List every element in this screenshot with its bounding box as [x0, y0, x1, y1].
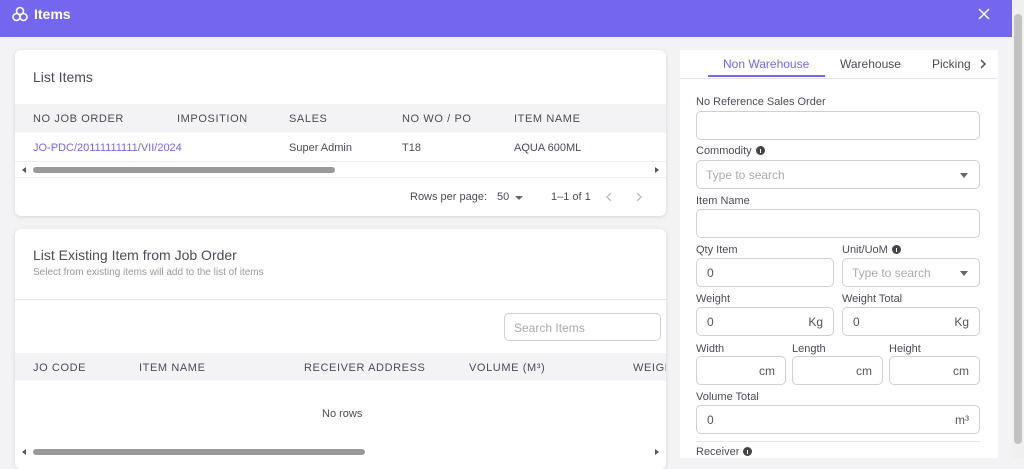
table-header: NO JOB ORDER IMPOSITION SALES NO WO / PO…	[15, 104, 666, 133]
text: Type to search	[706, 168, 785, 182]
text: Kg	[954, 315, 969, 329]
page-range: 1–1 of 1	[551, 191, 591, 203]
field-label: Item Name	[696, 195, 750, 207]
h-scrollbar[interactable]	[33, 449, 365, 455]
card-title: List Items	[33, 69, 93, 85]
job-order-link[interactable]: JO-PDC/20111111111/VII/2024	[33, 142, 182, 154]
placeholder: Search Items	[514, 321, 585, 335]
existing-items-card: List Existing Item from Job Order Select…	[15, 229, 666, 469]
form-panel: Non Warehouse Warehouse Picking No Refer…	[680, 50, 998, 458]
column-header: ITEM NAME	[514, 113, 581, 125]
rows-per-page-select[interactable]: 50	[497, 191, 510, 203]
column-header: WEIGHT	[633, 362, 666, 374]
cell: Super Admin	[289, 142, 352, 154]
empty-message: No rows	[322, 408, 363, 420]
text: 0	[853, 315, 860, 329]
text-input[interactable]	[696, 111, 980, 140]
field-label: Unit/UoM	[842, 244, 901, 256]
h-scrollbar[interactable]	[33, 167, 335, 173]
table-header: JO CODE ITEM NAME RECEIVER ADDRESS VOLUM…	[15, 353, 666, 381]
card-title: List Existing Item from Job Order	[33, 247, 237, 263]
field-label: Commodity	[696, 145, 765, 157]
column-header: RECEIVER ADDRESS	[304, 362, 426, 374]
select-caret	[960, 173, 968, 178]
header-title: Items	[34, 6, 71, 22]
divider	[1014, 14, 1022, 444]
number-input[interactable]: 0 Kg	[842, 307, 980, 336]
divider	[15, 299, 666, 300]
divider	[680, 78, 998, 79]
column-header: SALES	[289, 113, 328, 125]
field-label: Receiver	[696, 446, 753, 458]
header-bar: Items	[0, 0, 1012, 37]
field-label: Length	[792, 343, 826, 355]
field-label: Qty Item	[696, 244, 738, 256]
field-label: Weight	[696, 293, 731, 305]
column-header: ITEM NAME	[139, 362, 206, 374]
list-items-card: List Items NO JOB ORDER IMPOSITION SALES…	[15, 50, 666, 216]
info-icon	[891, 245, 901, 254]
number-input[interactable]: cm	[889, 356, 980, 385]
divider: Non Warehouse Warehouse Picking	[680, 50, 970, 78]
text-input[interactable]	[696, 209, 980, 238]
text: Unit/UoM	[842, 244, 888, 256]
field-label: No Reference Sales Order	[696, 96, 826, 108]
close-button[interactable]	[978, 8, 990, 20]
scroll-right[interactable]	[655, 449, 659, 455]
search-input[interactable]: Search Items	[504, 313, 661, 341]
page-nav[interactable]	[605, 191, 645, 203]
text: m³	[955, 413, 969, 427]
scroll-left[interactable]	[22, 167, 26, 173]
number-input[interactable]: 0 Kg	[696, 307, 834, 336]
text: Type to search	[852, 266, 931, 280]
info-icon	[743, 447, 753, 456]
select-caret	[960, 271, 968, 276]
scrollbar[interactable]	[1012, 0, 1024, 458]
number-input[interactable]: cm	[696, 356, 786, 385]
cell: AQUA 600ML	[514, 142, 582, 154]
table-row[interactable]: JO-PDC/20111111111/VII/2024 Super Admin …	[15, 133, 666, 162]
tab[interactable]: Picking	[932, 57, 970, 71]
column-header: NO WO / PO	[402, 113, 472, 125]
field-label: Volume Total	[696, 391, 759, 403]
text: cm	[953, 364, 969, 378]
column-header: JO CODE	[33, 362, 87, 374]
tab-active[interactable]: Non Warehouse	[723, 57, 810, 71]
select-caret	[515, 196, 523, 200]
tab-scroll[interactable]	[978, 58, 988, 70]
text: 0	[707, 266, 714, 280]
field-label: Height	[889, 343, 921, 355]
info-icon	[755, 146, 765, 155]
number-input[interactable]: 0 m³	[696, 405, 980, 434]
tab-indicator	[708, 75, 825, 77]
select-input[interactable]: Type to search	[696, 160, 980, 189]
text: Commodity	[696, 145, 752, 157]
column-header: NO JOB ORDER	[33, 113, 124, 125]
field-label: Weight Total	[842, 293, 903, 305]
text: cm	[856, 364, 872, 378]
scroll-left[interactable]	[22, 449, 26, 455]
scroll-right[interactable]	[655, 167, 659, 173]
text: 0	[707, 413, 714, 427]
logo-icon	[12, 6, 28, 22]
text: Receiver	[696, 446, 740, 458]
number-input[interactable]: cm	[792, 356, 883, 385]
text: Kg	[808, 315, 823, 329]
text: 0	[707, 315, 714, 329]
number-input[interactable]: 0	[696, 258, 834, 287]
divider	[15, 177, 666, 178]
text: cm	[759, 364, 775, 378]
card-subtitle: Select from existing items will add to t…	[33, 267, 264, 278]
rows-per-page-label: Rows per page:	[410, 191, 488, 203]
select-input[interactable]: Type to search	[842, 258, 980, 287]
column-header: VOLUME (M³)	[469, 362, 546, 374]
tab[interactable]: Warehouse	[840, 57, 901, 71]
field-label: Width	[696, 343, 725, 355]
column-header: IMPOSITION	[177, 113, 248, 125]
divider	[696, 441, 980, 442]
cell: T18	[402, 142, 421, 154]
